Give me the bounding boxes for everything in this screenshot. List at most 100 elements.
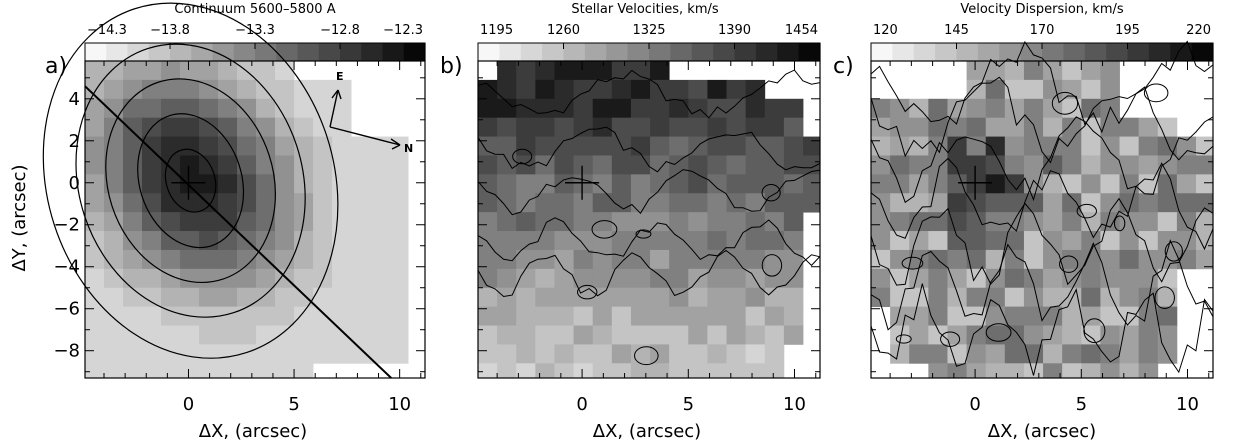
map-cell xyxy=(313,155,333,175)
map-cell xyxy=(947,155,967,175)
map-cell xyxy=(783,98,804,119)
contour-line xyxy=(477,126,821,173)
map-cell xyxy=(890,344,910,364)
colorbar-step xyxy=(670,43,693,61)
map-cell xyxy=(123,306,143,326)
map-cell xyxy=(707,117,727,137)
map-cell xyxy=(275,287,295,308)
map-cell xyxy=(630,325,651,345)
map-cell xyxy=(1062,249,1082,270)
map-cell xyxy=(1043,344,1063,364)
map-cell xyxy=(199,117,219,137)
map-cell xyxy=(1023,363,1044,379)
map-cell xyxy=(745,325,766,345)
map-cell xyxy=(630,287,651,308)
map-cell xyxy=(256,155,276,175)
map-cell xyxy=(123,193,143,213)
map-cell xyxy=(332,287,352,308)
map-cell xyxy=(985,79,1006,100)
map-cell xyxy=(142,155,162,175)
map-cell xyxy=(928,268,948,289)
map-cell xyxy=(592,325,613,345)
map-cell xyxy=(161,136,181,156)
map-cell xyxy=(1157,174,1178,194)
map-cell xyxy=(313,117,333,137)
map-cell xyxy=(726,98,747,119)
map-cell xyxy=(1138,363,1159,379)
map-cell xyxy=(909,325,929,345)
map-cell xyxy=(180,136,200,156)
map-cell xyxy=(783,155,804,175)
map-cell xyxy=(1004,306,1025,326)
map-cell xyxy=(256,193,276,213)
map-cell xyxy=(669,174,689,194)
map-cell xyxy=(389,344,409,364)
x-axis-label-velocities: ΔX, (arcsec) xyxy=(593,421,701,442)
map-cell xyxy=(650,193,670,213)
map-cell xyxy=(535,136,555,156)
contour-line xyxy=(870,283,1214,376)
plot-frame xyxy=(870,60,1214,379)
map-cell xyxy=(256,344,276,364)
map-cell xyxy=(726,117,747,137)
map-cell xyxy=(237,363,257,379)
map-cell xyxy=(650,61,670,81)
map-cell xyxy=(1081,136,1101,156)
map-cell xyxy=(707,79,727,100)
map-cell xyxy=(294,344,314,364)
map-cell xyxy=(1119,268,1140,289)
map-cell xyxy=(745,117,766,137)
map-cell xyxy=(497,136,517,156)
map-cell xyxy=(611,249,632,270)
map-cell xyxy=(294,231,314,251)
map-cell xyxy=(294,325,314,345)
map-cell xyxy=(237,174,257,194)
map-cell xyxy=(275,231,295,251)
contour-loop xyxy=(761,184,781,202)
map-cell xyxy=(1004,231,1025,251)
contour-loop xyxy=(1113,215,1126,232)
map-cell xyxy=(966,117,987,137)
map-velocities xyxy=(478,61,821,379)
map-cell xyxy=(688,212,708,232)
map-cell xyxy=(554,193,574,213)
colorbar-step xyxy=(1170,43,1193,61)
x-tick-label: 0 xyxy=(969,394,980,415)
map-cell xyxy=(123,344,143,364)
map-cell xyxy=(573,212,594,232)
map-cell xyxy=(650,344,670,364)
colorbar-step xyxy=(478,43,500,61)
map-cell xyxy=(218,325,238,345)
contour-loop xyxy=(1083,318,1106,344)
map-cell xyxy=(592,287,613,308)
map-cell xyxy=(104,98,124,119)
map-cell xyxy=(389,325,409,345)
map-cell xyxy=(745,174,766,194)
map-cell xyxy=(478,306,498,326)
map-cell xyxy=(1138,325,1159,345)
map-cell xyxy=(218,136,238,156)
map-cell xyxy=(256,174,276,194)
map-cell xyxy=(142,231,162,251)
map-cell xyxy=(573,231,594,251)
map-cell xyxy=(161,287,181,308)
map-cell xyxy=(890,155,910,175)
map-cell xyxy=(1043,174,1063,194)
map-cell xyxy=(764,155,785,175)
colorbar-step xyxy=(871,43,893,61)
map-cell xyxy=(180,325,200,345)
map-cell xyxy=(389,249,409,270)
map-cell xyxy=(313,212,333,232)
map-cell xyxy=(871,249,891,270)
map-cell xyxy=(1081,174,1101,194)
map-cell xyxy=(161,79,181,100)
map-cell xyxy=(554,306,574,326)
map-cell xyxy=(1196,174,1214,194)
map-cell xyxy=(1062,61,1082,81)
map-cell xyxy=(313,231,333,251)
contour-loop xyxy=(1143,83,1169,103)
map-cell xyxy=(370,231,390,251)
contour-line xyxy=(870,40,1214,134)
map-cell xyxy=(123,287,143,308)
map-cell xyxy=(294,306,314,326)
